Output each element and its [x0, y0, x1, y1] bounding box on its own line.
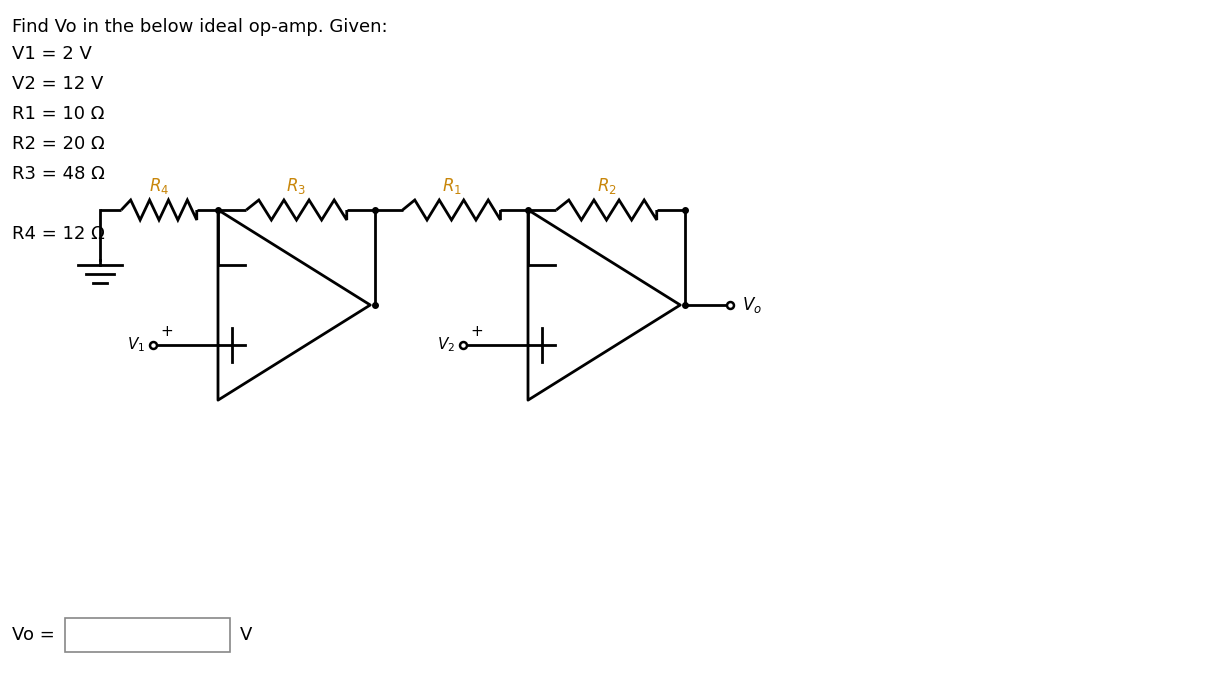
Text: +: + [471, 324, 483, 339]
Text: $R_2$: $R_2$ [597, 176, 616, 196]
Text: $V_1$: $V_1$ [127, 335, 145, 354]
FancyBboxPatch shape [65, 618, 230, 652]
Text: Find Vo in the below ideal op-amp. Given:: Find Vo in the below ideal op-amp. Given… [12, 18, 388, 36]
Text: V1 = 2 V: V1 = 2 V [12, 45, 92, 63]
Text: $V_o$: $V_o$ [742, 295, 762, 315]
Text: R2 = 20 Ω: R2 = 20 Ω [12, 135, 105, 153]
Text: R3 = 48 Ω: R3 = 48 Ω [12, 165, 105, 183]
Text: $R_4$: $R_4$ [149, 176, 169, 196]
Text: $R_1$: $R_1$ [442, 176, 461, 196]
Text: $V_2$: $V_2$ [437, 335, 455, 354]
Text: V: V [240, 626, 252, 644]
Text: $R_3$: $R_3$ [286, 176, 307, 196]
Text: +: + [161, 324, 174, 339]
Text: Vo =: Vo = [12, 626, 54, 644]
Text: R4 = 12 Ω: R4 = 12 Ω [12, 225, 105, 243]
Text: R1 = 10 Ω: R1 = 10 Ω [12, 105, 104, 123]
Text: V2 = 12 V: V2 = 12 V [12, 75, 104, 93]
